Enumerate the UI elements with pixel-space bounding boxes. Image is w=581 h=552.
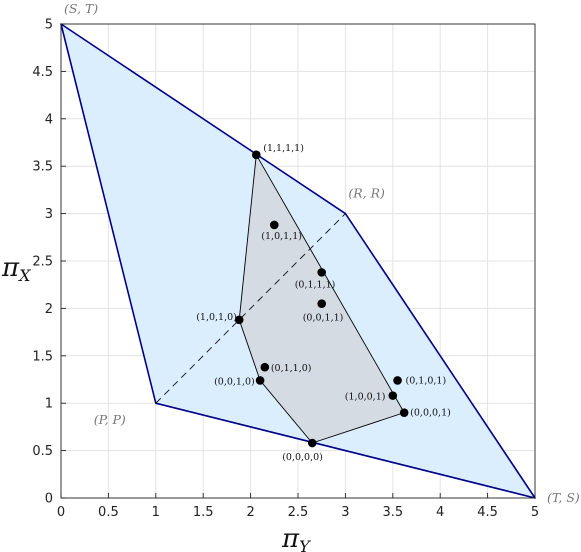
y-tick-label: 0.5 [32,444,53,459]
y-tick-label: 4.5 [32,65,53,80]
data-point-label: (1,1,1,1) [263,143,304,154]
data-point-label: (0,0,0,0) [282,452,323,463]
data-point-label: (0,0,1,1) [303,313,344,324]
corner-label: (P, P) [94,412,126,427]
x-tick-label: 5 [531,505,539,520]
data-point-label: (0,1,1,0) [271,363,312,374]
data-point-label: (1,0,1,1) [261,231,302,242]
y-tick-label: 3 [45,207,53,222]
x-tick-label: 2.5 [288,505,309,520]
y-tick-label: 3.5 [32,160,53,175]
data-point-label: (0,1,1,1) [295,279,336,290]
data-point-label: (0,0,1,0) [214,376,255,387]
data-point [307,438,317,448]
data-point-label: (1,0,0,1) [345,392,386,403]
data-point [317,268,327,277]
y-tick-label: 2 [45,302,53,317]
corner-label: (S, T) [64,1,98,16]
data-point [260,362,270,372]
data-point [251,150,261,160]
x-tick-label: 4.5 [477,505,498,520]
x-tick-label: 1 [152,505,160,520]
data-point [270,220,279,230]
corner-labels: (S, T) (R, R) (P, P) (T, S) [64,1,580,505]
diagonal-dashed-line [155,213,346,404]
data-point [393,376,402,385]
y-tick-label: 1 [45,397,53,412]
data-point-label: (0,1,0,1) [406,375,447,386]
y-axis-label-subscript: X [17,266,31,285]
corner-label: (R, R) [348,186,385,201]
x-tick-label: 1.5 [193,505,214,520]
inner-payoff-region [238,153,405,444]
data-point-label: (1,0,1,0) [196,312,237,323]
data-points: (1,1,1,1) (1,0,1,1) (0,1,1,1) (0,0,1,1) (1,0… [196,143,451,463]
y-tick-label: 5 [45,18,53,33]
x-axis-label-main: π [281,524,300,552]
x-tick-label: 3 [341,505,349,520]
y-tick-label: 0 [45,492,53,507]
x-tick-label: 0.5 [98,505,119,520]
y-axis-label-main: π [1,253,20,283]
x-tick-label: 2 [246,505,254,520]
y-tick-label: 4 [45,112,53,127]
data-point [317,299,327,308]
data-point [388,391,398,400]
data-point [399,408,409,417]
x-axis-label-subscript: Y [299,537,311,552]
y-axis-label: πX [1,253,31,285]
y-tick-label: 2.5 [32,255,53,270]
data-point [234,315,244,325]
data-point [255,376,265,385]
x-tick-label: 0 [57,505,65,520]
x-tick-label: 3.5 [382,505,403,520]
x-tick-label: 4 [436,505,444,520]
y-tick-label: 1.5 [32,349,53,364]
corner-label: (T, S) [547,490,580,505]
data-point-label: (0,0,0,1) [410,408,451,419]
axis-ticks: 0 0.5 1 1.5 2 2.5 3 3.5 4 4.5 5 0 0.5 1 1.5 2 2.5 3 3.5 4 4.… [32,18,539,521]
x-axis-label: πY [281,524,311,552]
